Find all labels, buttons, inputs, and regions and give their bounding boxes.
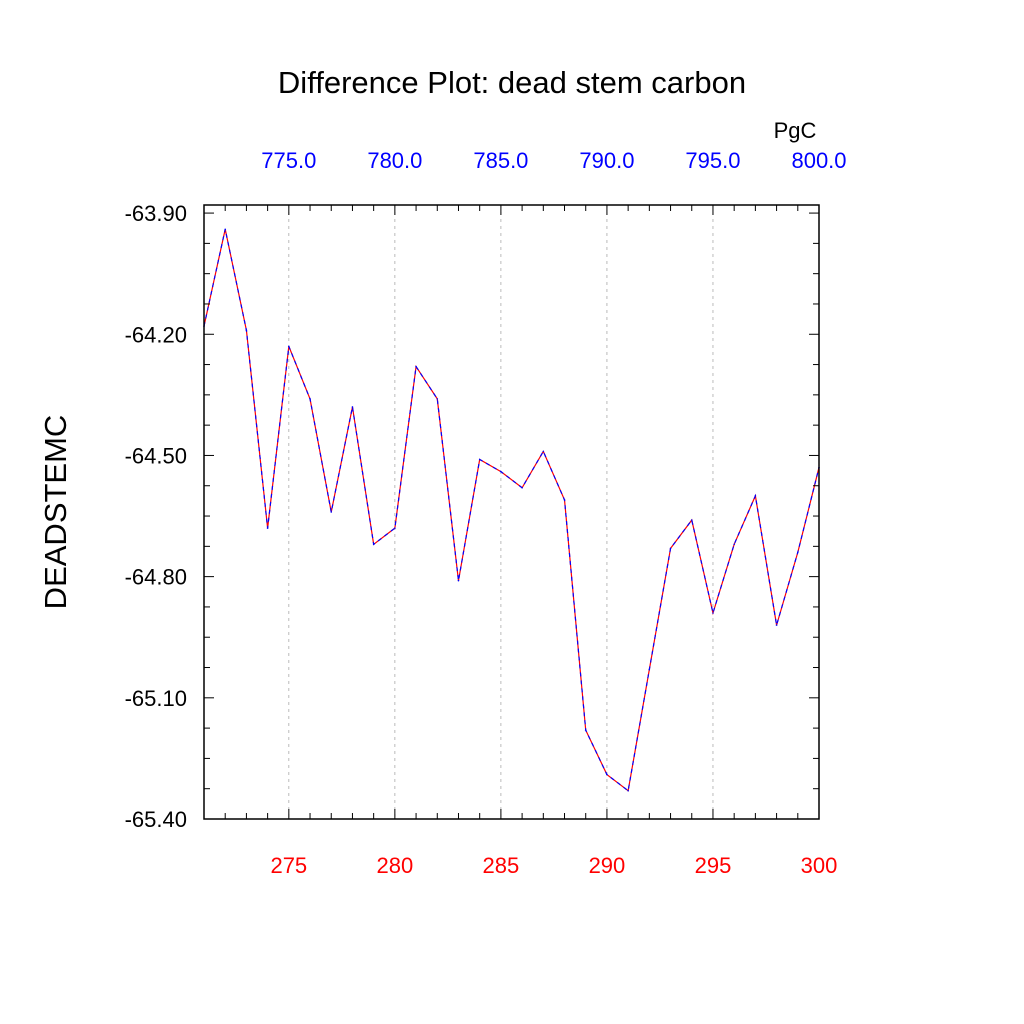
y-tick-label: -64.80: [125, 565, 187, 590]
series-line-red: [203, 229, 820, 792]
y-tick-label: -64.20: [125, 322, 187, 347]
plot-lines: [203, 228, 820, 792]
data-point: [309, 398, 311, 400]
data-point: [436, 398, 439, 400]
data-point: [648, 668, 651, 671]
x-tick-label-top: 790.0: [579, 148, 634, 173]
y-tick-label: -65.10: [125, 686, 187, 711]
data-point: [500, 470, 502, 473]
y-axis-label: DEADSTEMC: [38, 415, 73, 610]
y-tick-label: -64.50: [125, 443, 187, 468]
data-point: [245, 329, 248, 332]
data-point: [754, 495, 757, 497]
data-point: [478, 458, 481, 461]
data-point: [563, 499, 566, 501]
x-tick-label-bottom: 295: [695, 853, 732, 878]
x-tick-label-bottom: 280: [377, 853, 414, 878]
x-tick-label-top: 800.0: [791, 148, 846, 173]
x-tick-label-top: 785.0: [473, 148, 528, 173]
y-tick-label: -65.40: [125, 807, 187, 832]
x-tick-label-bottom: 275: [270, 853, 307, 878]
x-tick-label-top: 780.0: [367, 148, 422, 173]
data-point: [733, 543, 735, 546]
y-tick-label: -63.90: [125, 201, 187, 226]
chart-title: Difference Plot: dead stem carbon: [278, 65, 746, 100]
x-tick-label-top: 795.0: [685, 148, 740, 173]
series-line-blue: [203, 229, 820, 792]
data-point: [627, 789, 629, 792]
data-point: [394, 527, 396, 529]
plot-frame: [203, 204, 820, 820]
data-point: [796, 551, 799, 554]
data-point: [669, 547, 672, 550]
top-axis-units: PgC: [774, 118, 817, 143]
axis-ticks: [203, 205, 820, 820]
tick-labels: -63.90 -64.20 -64.50 -64.80 -65.10 -65.40 275 2…: [125, 148, 847, 878]
x-tick-label-bottom: 300: [801, 853, 838, 878]
data-point: [372, 543, 375, 546]
data-point: [266, 527, 269, 529]
data-point: [415, 365, 417, 368]
data-point: [330, 511, 333, 513]
data-point: [775, 624, 778, 626]
data-point: [542, 450, 545, 453]
data-point: [606, 773, 608, 776]
data-point: [690, 519, 693, 521]
data-point: [457, 579, 460, 582]
data-point: [288, 345, 290, 348]
x-tick-label-bottom: 285: [483, 853, 520, 878]
data-point: [712, 612, 714, 614]
data-point: [521, 486, 523, 489]
x-tick-label-bottom: 290: [589, 853, 626, 878]
data-point: [224, 228, 227, 231]
data-point: [584, 729, 587, 731]
data-point: [351, 406, 354, 408]
x-tick-label-top: 775.0: [261, 148, 316, 173]
